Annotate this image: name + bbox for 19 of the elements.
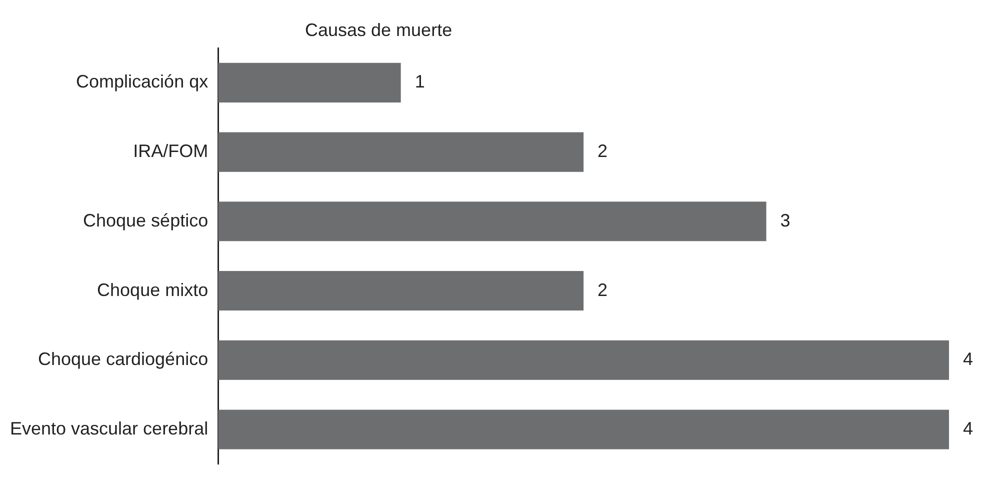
data-label: 3 bbox=[780, 210, 790, 230]
y-tick-label: Choque séptico bbox=[83, 210, 208, 230]
data-label: 4 bbox=[963, 418, 974, 438]
bar bbox=[218, 271, 584, 311]
data-label: 2 bbox=[598, 280, 608, 300]
data-label: 1 bbox=[414, 72, 425, 92]
y-tick-label: Choque mixto bbox=[97, 280, 208, 300]
bar bbox=[218, 62, 401, 102]
y-tick-label: IRA/FOM bbox=[133, 141, 208, 162]
bar bbox=[218, 202, 766, 242]
bar bbox=[218, 132, 584, 172]
data-label: 2 bbox=[598, 141, 608, 162]
y-tick-label: Evento vascular cerebral bbox=[10, 418, 208, 438]
y-tick-label: Complicación qx bbox=[76, 72, 208, 92]
bar bbox=[218, 340, 949, 380]
y-tick-label: Choque cardiogénico bbox=[38, 349, 208, 370]
data-label: 4 bbox=[963, 349, 974, 370]
chart-title: Causas de muerte bbox=[305, 20, 452, 41]
bar bbox=[218, 410, 949, 450]
